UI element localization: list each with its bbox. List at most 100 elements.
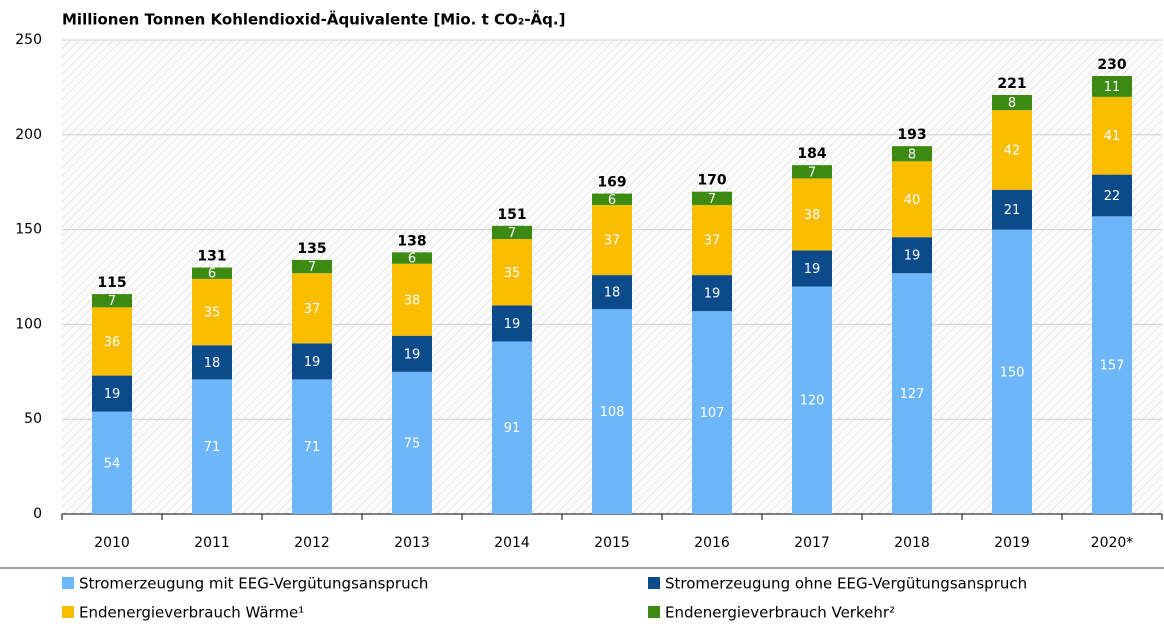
total-label: 230 bbox=[1097, 57, 1126, 73]
total-label: 138 bbox=[397, 233, 426, 249]
value-label: 71 bbox=[304, 440, 321, 455]
bar-segment bbox=[692, 204, 732, 276]
value-label: 107 bbox=[700, 406, 725, 421]
bar-segment bbox=[1092, 76, 1132, 97]
total-label: 221 bbox=[997, 76, 1026, 92]
x-tick-label: 2020* bbox=[1091, 535, 1134, 551]
bar-segment bbox=[292, 273, 332, 344]
value-label: 19 bbox=[404, 347, 421, 362]
bar-segment bbox=[392, 371, 432, 514]
value-label: 6 bbox=[408, 252, 416, 267]
y-tick-label: 150 bbox=[15, 222, 42, 238]
value-label: 6 bbox=[208, 267, 216, 282]
value-label: 7 bbox=[708, 192, 716, 207]
bar-segment bbox=[992, 189, 1032, 230]
x-tick-label: 2017 bbox=[794, 535, 830, 551]
value-label: 157 bbox=[1100, 359, 1125, 374]
legend-label: Endenergieverbrauch Verkehr² bbox=[665, 604, 895, 622]
legend-swatch bbox=[62, 577, 74, 589]
total-label: 151 bbox=[497, 207, 526, 223]
bar-segment bbox=[992, 110, 1032, 190]
bar-segment bbox=[292, 259, 332, 274]
value-label: 37 bbox=[304, 302, 321, 317]
bar-segment bbox=[192, 278, 232, 346]
x-tick-label: 2019 bbox=[994, 535, 1030, 551]
bar-segment bbox=[592, 309, 632, 514]
value-label: 19 bbox=[904, 249, 921, 264]
value-label: 19 bbox=[104, 387, 121, 402]
value-label: 22 bbox=[1104, 189, 1121, 204]
value-label: 91 bbox=[504, 421, 521, 436]
value-label: 108 bbox=[600, 405, 625, 420]
bar-segment bbox=[92, 375, 132, 412]
total-label: 193 bbox=[897, 127, 926, 143]
x-tick-label: 2015 bbox=[594, 535, 630, 551]
bar-segment bbox=[992, 229, 1032, 514]
total-label: 115 bbox=[97, 275, 126, 291]
bar-segment bbox=[1092, 216, 1132, 514]
bar-segment bbox=[592, 204, 632, 276]
value-label: 40 bbox=[904, 193, 921, 208]
value-label: 75 bbox=[404, 436, 421, 451]
value-label: 35 bbox=[504, 266, 521, 281]
bar-segment bbox=[392, 252, 432, 264]
x-tick-label: 2011 bbox=[194, 535, 230, 551]
bar-segment bbox=[292, 343, 332, 380]
value-label: 8 bbox=[1008, 96, 1016, 111]
bar-segment bbox=[692, 191, 732, 205]
value-label: 8 bbox=[908, 147, 916, 162]
bar-segment bbox=[692, 275, 732, 312]
value-label: 42 bbox=[1004, 143, 1021, 158]
total-label: 169 bbox=[597, 175, 626, 191]
value-label: 127 bbox=[900, 387, 925, 402]
value-label: 36 bbox=[104, 335, 121, 350]
bar-segment bbox=[792, 250, 832, 287]
value-label: 19 bbox=[704, 287, 721, 302]
value-label: 7 bbox=[308, 260, 316, 275]
legend-label: Stromerzeugung mit EEG-Vergütungsanspruc… bbox=[79, 575, 428, 593]
x-tick-label: 2010 bbox=[94, 535, 130, 551]
value-label: 7 bbox=[808, 165, 816, 180]
x-tick-label: 2013 bbox=[394, 535, 430, 551]
bar-segment bbox=[892, 237, 932, 274]
x-tick-label: 2016 bbox=[694, 535, 730, 551]
value-label: 21 bbox=[1004, 203, 1021, 218]
bar-segment bbox=[392, 263, 432, 336]
value-label: 150 bbox=[1000, 365, 1025, 380]
value-label: 19 bbox=[504, 317, 521, 332]
bar-segment bbox=[192, 345, 232, 380]
total-label: 170 bbox=[697, 173, 726, 189]
value-label: 7 bbox=[108, 294, 116, 309]
chart-title: Millionen Tonnen Kohlendioxid-Äquivalent… bbox=[62, 10, 565, 29]
bar-segment bbox=[192, 379, 232, 514]
value-label: 38 bbox=[804, 208, 821, 223]
value-label: 38 bbox=[404, 293, 421, 308]
bar-segment bbox=[192, 267, 232, 279]
bar-segment bbox=[392, 335, 432, 372]
value-label: 6 bbox=[608, 193, 616, 208]
x-tick-label: 2018 bbox=[894, 535, 930, 551]
value-label: 7 bbox=[508, 226, 516, 241]
y-tick-label: 200 bbox=[15, 127, 42, 143]
value-label: 41 bbox=[1104, 129, 1121, 144]
legend-swatch bbox=[62, 606, 74, 618]
bar-segment bbox=[492, 225, 532, 240]
legend-swatch bbox=[648, 577, 660, 589]
y-tick-label: 100 bbox=[15, 316, 42, 332]
legend-swatch bbox=[648, 606, 660, 618]
total-label: 131 bbox=[197, 249, 226, 265]
bar-segment bbox=[1092, 174, 1132, 217]
bar-segment bbox=[292, 379, 332, 514]
y-tick-label: 50 bbox=[24, 411, 42, 427]
value-label: 19 bbox=[304, 355, 321, 370]
value-label: 18 bbox=[204, 356, 221, 371]
bar-segment bbox=[892, 146, 932, 162]
bar-segment bbox=[892, 273, 932, 514]
bar-segment bbox=[1092, 96, 1132, 175]
bar-segment bbox=[492, 341, 532, 514]
x-tick-label: 2012 bbox=[294, 535, 330, 551]
bar-segment bbox=[992, 94, 1032, 111]
bar-segment bbox=[692, 311, 732, 514]
bar-segment bbox=[792, 165, 832, 179]
y-tick-label: 0 bbox=[33, 506, 42, 522]
